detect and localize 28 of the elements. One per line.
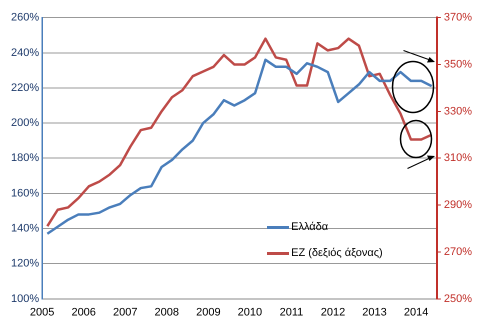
y-tick-label: 260% (10, 12, 40, 24)
x-tick-label: 2009 (196, 306, 221, 318)
x-tick-label: 2006 (71, 306, 96, 318)
x-tick-label: 2005 (30, 306, 54, 318)
y2-tick-label: 330% (444, 105, 472, 118)
x-tick-label: 2007 (112, 306, 138, 318)
y-tick-label: 160% (10, 187, 40, 200)
x-tick-label: 2013 (362, 306, 387, 318)
legend-label: Ελλάδα (291, 221, 328, 234)
y2-tick-label: 370% (444, 12, 472, 24)
y-tick-label: 180% (10, 152, 40, 164)
y-tick-label: 120% (10, 258, 40, 270)
y2-tick-label: 250% (444, 292, 472, 305)
y2-tick-label: 310% (444, 152, 472, 164)
x-tick-label: 2011 (280, 306, 304, 318)
x-tick-label: 2010 (238, 306, 262, 318)
y-tick-label: 140% (10, 222, 40, 235)
y-tick-label: 100% (10, 292, 40, 305)
y-tick-label: 200% (10, 117, 40, 130)
y2-tick-label: 350% (444, 58, 472, 70)
x-tick-label: 2012 (320, 306, 346, 318)
y2-tick-label: 270% (444, 246, 472, 258)
y2-tick-label: 290% (444, 199, 472, 212)
legend-label: ΕΖ (δεξιός άξονας) (291, 247, 383, 260)
x-tick-label: 2008 (154, 306, 180, 318)
x-tick-label: 2014 (404, 306, 428, 318)
y-tick-label: 220% (10, 82, 40, 94)
y-tick-label: 240% (10, 46, 40, 59)
